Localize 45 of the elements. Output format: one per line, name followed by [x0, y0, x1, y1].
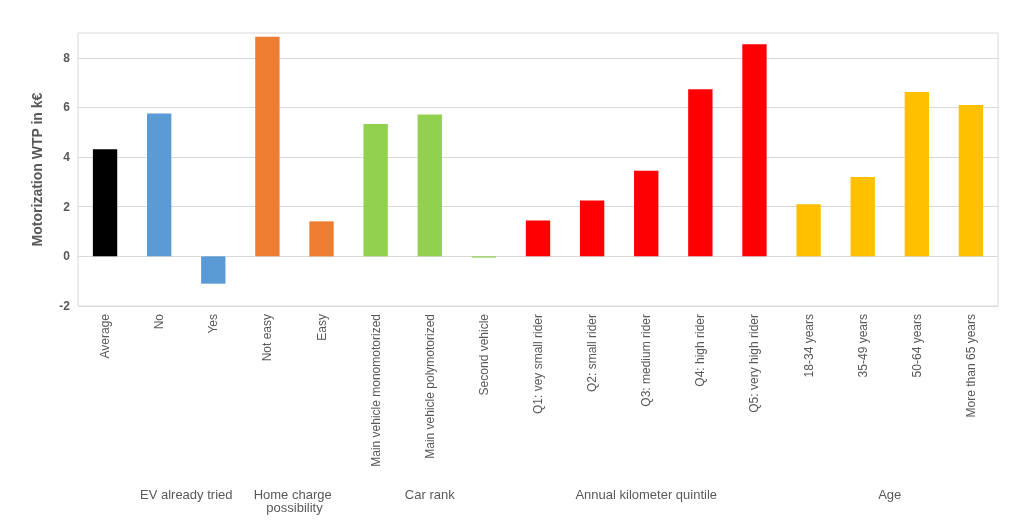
y-tick-label: 2	[63, 199, 71, 214]
y-tick-label: 6	[63, 100, 71, 115]
bar	[850, 176, 875, 257]
bar	[92, 149, 118, 257]
y-tick-label: 8	[63, 50, 71, 65]
x-tick-label: More than 65 years	[963, 314, 978, 418]
bar	[796, 204, 821, 257]
text: EV already tried	[139, 487, 233, 502]
bar	[904, 92, 929, 257]
x-tick-label: 50-64 years	[909, 314, 924, 378]
text: Annual kilometer quintile	[575, 487, 718, 502]
text: Age	[878, 487, 902, 502]
x-tick-label: Q1: vey small rider	[531, 314, 545, 415]
bar	[742, 44, 767, 257]
x-tick-label: 35-49 years	[855, 314, 870, 378]
bar	[634, 170, 659, 257]
bar	[958, 104, 984, 257]
bar	[309, 221, 334, 257]
x-tick-label: Second vehicle	[476, 313, 491, 396]
x-tick-label: Main vehicle polymotorized	[422, 314, 437, 459]
text: Car rank	[404, 487, 456, 502]
x-tick-label: Average	[98, 313, 113, 359]
bar	[688, 89, 713, 257]
x-tick-label: Q2: small rider	[585, 314, 600, 393]
bar	[417, 114, 442, 257]
bar	[201, 256, 226, 284]
x-tick-label: Main vehicle monomotorized	[368, 314, 383, 467]
bar	[147, 113, 172, 257]
x-tick-label: Q5: very high rider	[747, 314, 762, 413]
x-tick-label: Not easy	[260, 314, 275, 362]
y-tick-label: 4	[63, 150, 71, 165]
x-tick-label: Easy	[314, 314, 329, 341]
x-tick-label: Q3: medium rider	[639, 314, 654, 407]
y-tick-label: 0	[63, 249, 71, 264]
bar	[363, 124, 388, 257]
x-tick-label: No	[152, 313, 167, 330]
bar	[579, 200, 605, 257]
x-tick-label: Yes	[206, 314, 221, 334]
x-tick-label: 18-34 years	[801, 314, 816, 378]
y-tick-label: -2	[59, 299, 71, 313]
x-tick-label: Q4: high rider	[693, 314, 708, 387]
bar	[525, 220, 551, 257]
bar	[255, 36, 280, 257]
text: Home charge possibility	[253, 487, 336, 515]
y-axis-title: Motorization WTP in k€	[29, 92, 45, 247]
